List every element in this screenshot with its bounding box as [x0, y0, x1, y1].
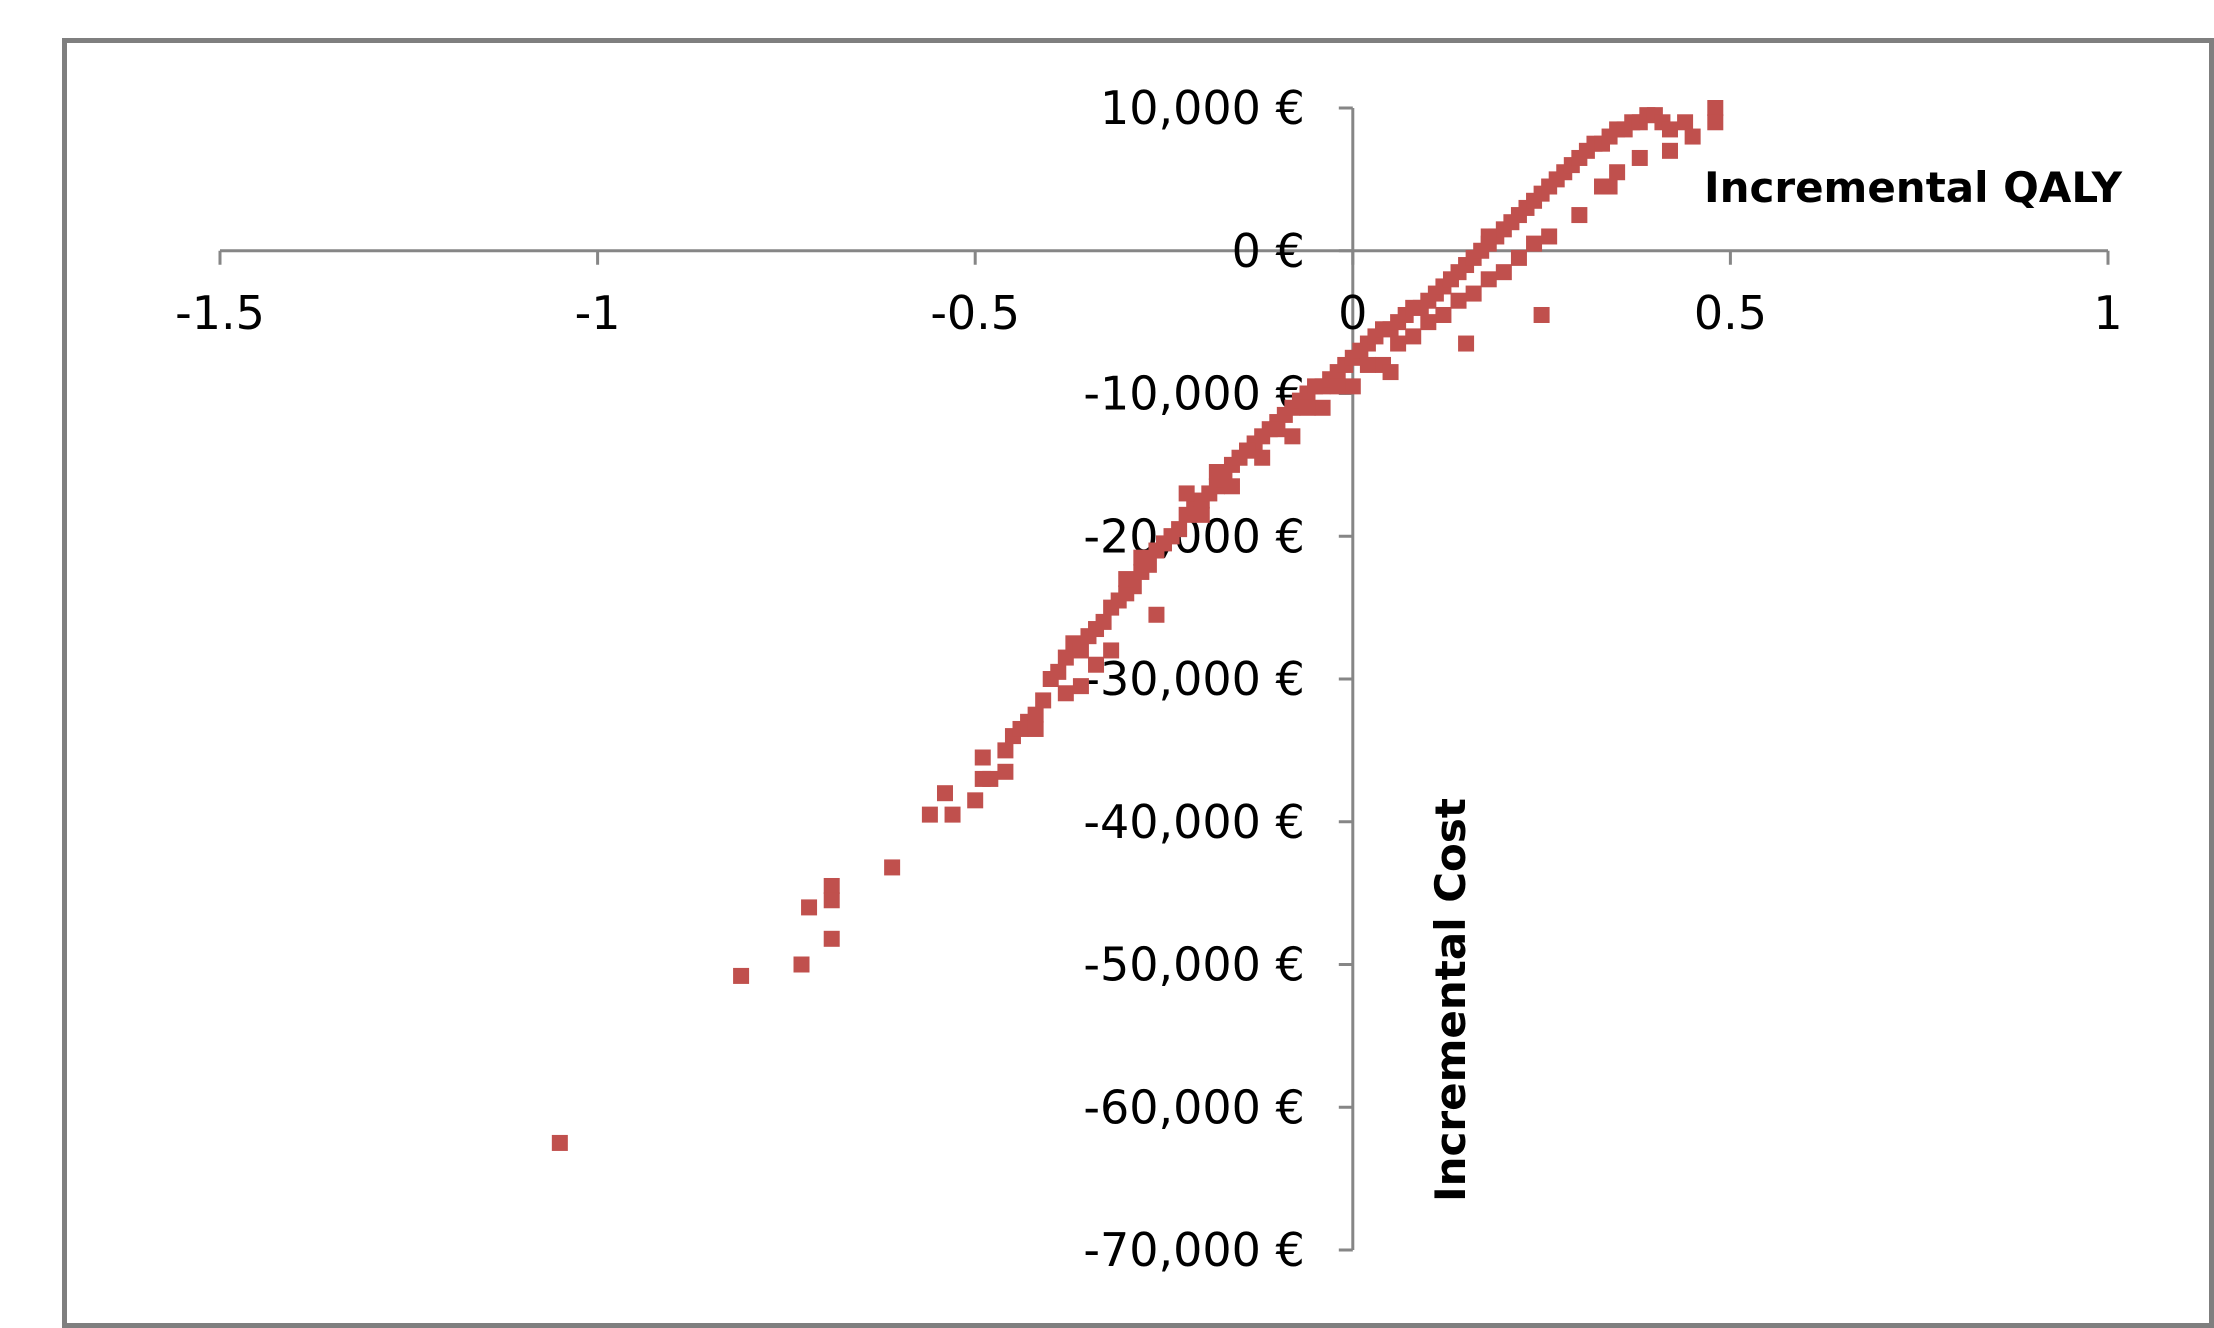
data-point [1027, 720, 1044, 737]
data-point [982, 770, 999, 787]
data-point [1103, 642, 1120, 659]
data-point [997, 763, 1014, 780]
data-point [944, 806, 961, 823]
y-tick-label: -60,000 € [1083, 1080, 1304, 1134]
data-point [1344, 378, 1361, 395]
x-tick-label: -1 [575, 286, 621, 340]
data-point [1133, 549, 1150, 566]
data-point [1299, 399, 1316, 416]
x-tick-label: -0.5 [930, 286, 1020, 340]
data-point [936, 785, 953, 802]
data-point [1382, 364, 1399, 381]
data-point [1193, 506, 1210, 523]
data-point [1072, 642, 1089, 659]
data-point [1359, 356, 1376, 373]
data-point [823, 877, 840, 894]
data-point [1095, 613, 1112, 630]
x-tick-label: 0.5 [1694, 286, 1767, 340]
data-point [1465, 285, 1482, 302]
data-point [1609, 164, 1626, 181]
data-point [1631, 149, 1648, 166]
x-axis-title: Incremental QALY [1704, 163, 2123, 212]
data-point [1661, 121, 1678, 138]
data-point [1035, 692, 1052, 709]
data-point [823, 892, 840, 909]
data-point [1480, 271, 1497, 288]
data-point [1057, 649, 1074, 666]
data-point [1677, 114, 1694, 131]
y-axis-title: Incremental Cost [1426, 798, 1475, 1202]
data-point [1510, 249, 1527, 266]
y-tick-label: -10,000 € [1083, 367, 1304, 421]
data-point [793, 956, 810, 973]
data-point [1088, 656, 1105, 673]
y-tick-label: -40,000 € [1083, 795, 1304, 849]
data-point [1450, 292, 1467, 309]
data-point [1284, 428, 1301, 445]
data-point [1435, 306, 1452, 323]
data-point [1269, 421, 1286, 438]
data-point [1314, 399, 1331, 416]
data-point [1027, 706, 1044, 723]
data-point [1072, 678, 1089, 695]
data-point [974, 749, 991, 766]
data-point [1178, 485, 1195, 502]
data-point [1223, 478, 1240, 495]
y-tick-label: -70,000 € [1083, 1223, 1304, 1277]
data-point [1057, 685, 1074, 702]
scatter-points [551, 100, 1724, 1151]
data-point [1050, 663, 1067, 680]
y-tick-label: -50,000 € [1083, 938, 1304, 992]
data-point [1541, 228, 1558, 245]
data-point [1118, 571, 1135, 588]
data-point [1254, 449, 1271, 466]
data-point [884, 859, 901, 876]
y-tick-label: 0 € [1232, 224, 1305, 278]
data-point [551, 1134, 568, 1151]
data-point [1458, 335, 1475, 352]
data-point [1405, 328, 1422, 345]
data-point [801, 899, 818, 916]
data-point [1571, 207, 1588, 224]
data-point [1163, 528, 1180, 545]
data-point [1495, 264, 1512, 281]
data-point [1707, 114, 1724, 131]
data-point [1420, 314, 1437, 331]
data-point [967, 792, 984, 809]
x-tick-label: 1 [2093, 286, 2122, 340]
data-point [1390, 335, 1407, 352]
y-tick-label: 10,000 € [1100, 81, 1305, 135]
data-point [733, 967, 750, 984]
data-point [1208, 464, 1225, 481]
x-tick-label: -1.5 [175, 286, 265, 340]
data-point [1594, 178, 1611, 195]
data-point [1480, 228, 1497, 245]
x-axis-ticks: -1.5 -1 -0.5 0 0.5 1 [175, 250, 2123, 340]
data-point [1661, 142, 1678, 159]
data-point [1526, 235, 1543, 252]
data-point [1684, 128, 1701, 145]
data-point [1533, 306, 1550, 323]
y-tick-label: -30,000 € [1083, 652, 1304, 706]
data-point [1148, 606, 1165, 623]
data-point [1239, 442, 1256, 459]
data-point [823, 930, 840, 947]
data-point [1707, 100, 1724, 116]
data-point [921, 806, 938, 823]
data-point [997, 742, 1014, 759]
x-tick-label: 0 [1338, 286, 1367, 340]
data-point [1329, 378, 1346, 395]
y-axis-ticks: 10,000 €0 €-10,000 €-20,000 €-30,000 €-4… [1083, 81, 1353, 1277]
